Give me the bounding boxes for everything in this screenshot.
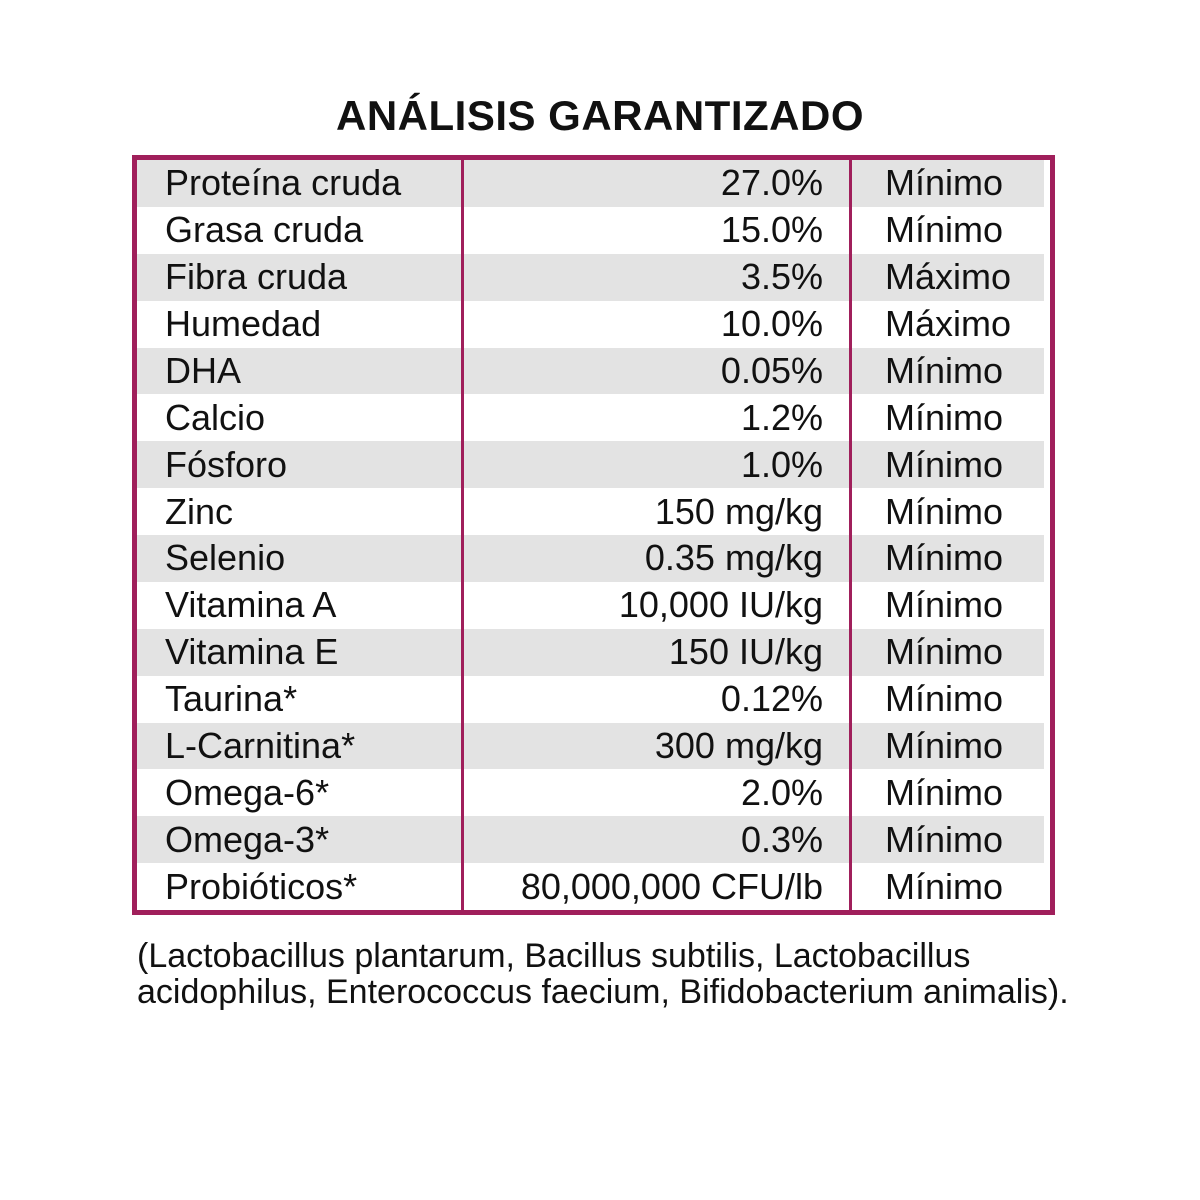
value-cell: 0.05% (461, 347, 852, 395)
table-row: Fibra cruda 3.5% Máximo (137, 253, 1050, 301)
type-cell: Mínimo (852, 816, 1044, 864)
value-cell: 27.0% (461, 160, 852, 207)
nutrient-cell: Omega-6* (137, 769, 461, 817)
value-cell: 2.0% (461, 769, 852, 817)
nutrient-cell: Humedad (137, 300, 461, 348)
nutrient-cell: Probióticos* (137, 863, 461, 910)
table-row: L-Carnitina* 300 mg/kg Mínimo (137, 722, 1050, 770)
table-row: Vitamina E 150 IU/kg Mínimo (137, 628, 1050, 676)
table-row: DHA 0.05% Mínimo (137, 347, 1050, 395)
nutrient-cell: DHA (137, 347, 461, 395)
type-cell: Mínimo (852, 675, 1044, 723)
type-cell: Mínimo (852, 535, 1044, 582)
value-cell: 80,000,000 CFU/lb (461, 863, 852, 910)
type-cell: Mínimo (852, 206, 1044, 254)
value-cell: 3.5% (461, 253, 852, 301)
nutrient-cell: Fósforo (137, 441, 461, 489)
type-cell: Máximo (852, 253, 1044, 301)
table-row: Vitamina A 10,000 IU/kg Mínimo (137, 581, 1050, 629)
type-cell: Mínimo (852, 488, 1044, 535)
nutrient-cell: Proteína cruda (137, 160, 461, 207)
value-cell: 300 mg/kg (461, 722, 852, 770)
nutrient-cell: L-Carnitina* (137, 722, 461, 770)
value-cell: 1.0% (461, 441, 852, 489)
table-row: Humedad 10.0% Máximo (137, 300, 1050, 348)
value-cell: 0.35 mg/kg (461, 535, 852, 582)
type-cell: Mínimo (852, 581, 1044, 629)
table-row: Zinc 150 mg/kg Mínimo (137, 488, 1050, 535)
nutrient-cell: Calcio (137, 394, 461, 442)
nutrient-cell: Grasa cruda (137, 206, 461, 254)
nutrient-cell: Fibra cruda (137, 253, 461, 301)
type-cell: Mínimo (852, 441, 1044, 489)
value-cell: 15.0% (461, 206, 852, 254)
value-cell: 0.12% (461, 675, 852, 723)
value-cell: 150 IU/kg (461, 628, 852, 676)
nutrient-cell: Vitamina A (137, 581, 461, 629)
type-cell: Mínimo (852, 628, 1044, 676)
table-row: Proteína cruda 27.0% Mínimo (137, 160, 1050, 207)
type-cell: Máximo (852, 300, 1044, 348)
table-row: Probióticos* 80,000,000 CFU/lb Mínimo (137, 863, 1050, 910)
type-cell: Mínimo (852, 769, 1044, 817)
table-row: Selenio 0.35 mg/kg Mínimo (137, 535, 1050, 582)
value-cell: 0.3% (461, 816, 852, 864)
value-cell: 150 mg/kg (461, 488, 852, 535)
nutrient-cell: Vitamina E (137, 628, 461, 676)
nutrient-cell: Zinc (137, 488, 461, 535)
type-cell: Mínimo (852, 722, 1044, 770)
type-cell: Mínimo (852, 863, 1044, 910)
type-cell: Mínimo (852, 347, 1044, 395)
table-row: Omega-3* 0.3% Mínimo (137, 816, 1050, 864)
value-cell: 1.2% (461, 394, 852, 442)
table-row: Taurina* 0.12% Mínimo (137, 675, 1050, 723)
table-row: Calcio 1.2% Mínimo (137, 394, 1050, 442)
footnote: (Lactobacillus plantarum, Bacillus subti… (137, 937, 1069, 1011)
table-row: Grasa cruda 15.0% Mínimo (137, 206, 1050, 254)
type-cell: Mínimo (852, 394, 1044, 442)
value-cell: 10.0% (461, 300, 852, 348)
nutrient-cell: Taurina* (137, 675, 461, 723)
type-cell: Mínimo (852, 160, 1044, 207)
table-row: Fósforo 1.0% Mínimo (137, 441, 1050, 489)
table-row: Omega-6* 2.0% Mínimo (137, 769, 1050, 817)
nutrient-cell: Selenio (137, 535, 461, 582)
nutrient-cell: Omega-3* (137, 816, 461, 864)
guaranteed-analysis-table: Proteína cruda 27.0% Mínimo Grasa cruda 15.0… (132, 155, 1055, 915)
value-cell: 10,000 IU/kg (461, 581, 852, 629)
page-title: ANÁLISIS GARANTIZADO (336, 92, 864, 139)
